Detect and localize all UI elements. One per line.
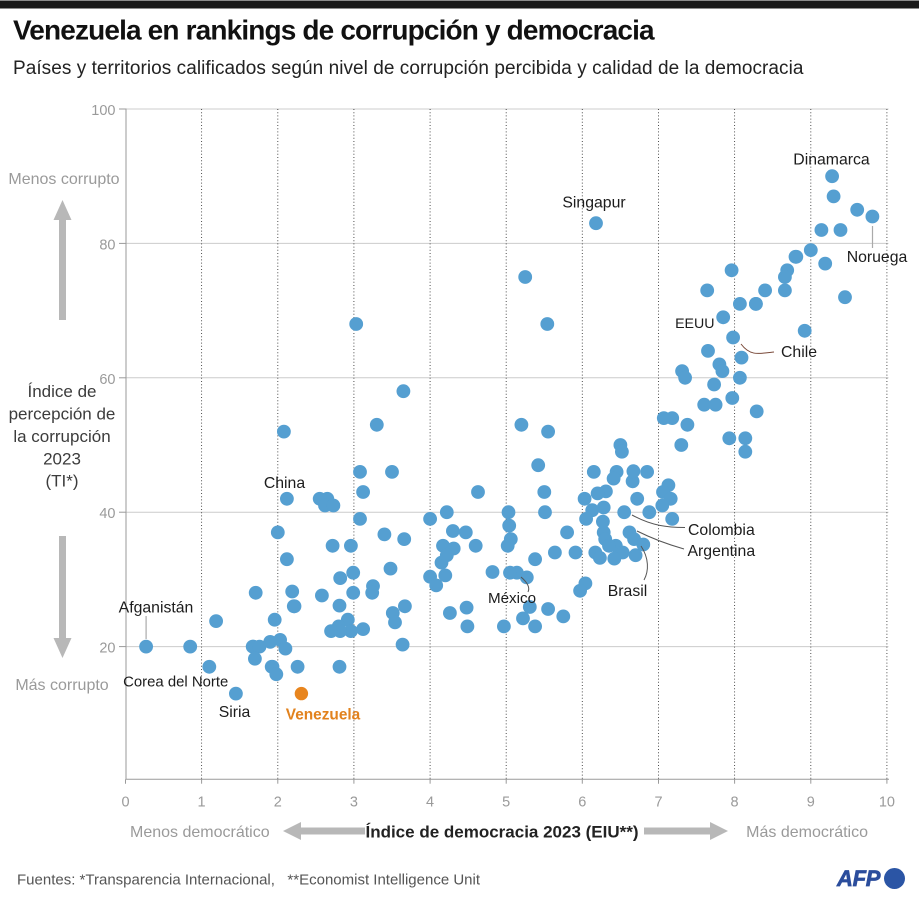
svg-text:20: 20 [99, 641, 115, 657]
svg-text:4: 4 [426, 795, 434, 811]
svg-text:1: 1 [198, 795, 206, 811]
svg-text:Afganistán: Afganistán [119, 600, 194, 617]
svg-text:(TI*): (TI*) [45, 472, 78, 491]
svg-text:Siria: Siria [219, 704, 251, 721]
svg-text:80: 80 [99, 237, 115, 253]
svg-text:2: 2 [274, 795, 282, 811]
svg-text:7: 7 [654, 795, 662, 811]
svg-text:Índice de: Índice de [28, 382, 97, 401]
svg-text:Singapur: Singapur [562, 195, 625, 212]
svg-text:AFP: AFP [836, 866, 881, 891]
svg-text:Menos democrático: Menos democrático [130, 824, 270, 841]
svg-text:México: México [488, 590, 536, 607]
svg-text:Corea del Norte: Corea del Norte [123, 675, 228, 691]
svg-text:Venezuela en rankings de corru: Venezuela en rankings de corrupción y de… [13, 15, 655, 46]
svg-text:6: 6 [578, 795, 586, 811]
svg-text:Chile: Chile [781, 344, 817, 361]
svg-text:Países y territorios calificad: Países y territorios calificados según n… [13, 58, 804, 79]
svg-text:Noruega: Noruega [847, 249, 908, 266]
svg-text:Más corrupto: Más corrupto [15, 677, 108, 694]
svg-text:Índice de democracia 2023 (EIU: Índice de democracia 2023 (EIU**) [365, 823, 638, 842]
svg-text:100: 100 [91, 103, 115, 119]
svg-text:China: China [264, 475, 305, 492]
svg-text:8: 8 [731, 795, 739, 811]
svg-text:Menos corrupto: Menos corrupto [8, 171, 119, 188]
svg-text:Venezuela: Venezuela [286, 707, 361, 724]
svg-text:60: 60 [99, 372, 115, 388]
svg-text:la corrupción: la corrupción [13, 427, 110, 446]
svg-text:10: 10 [879, 795, 895, 811]
svg-text:percepción de: percepción de [9, 405, 116, 424]
svg-text:0: 0 [121, 795, 129, 811]
svg-text:Colombia: Colombia [688, 522, 755, 539]
svg-text:EEUU: EEUU [675, 316, 714, 332]
svg-text:Fuentes: *Transparencia Intern: Fuentes: *Transparencia Internacional, *… [17, 872, 481, 889]
svg-text:40: 40 [99, 506, 115, 522]
svg-text:Argentina: Argentina [688, 543, 756, 560]
svg-text:Dinamarca: Dinamarca [793, 152, 870, 169]
svg-text:3: 3 [350, 795, 358, 811]
svg-text:9: 9 [807, 795, 815, 811]
svg-text:5: 5 [502, 795, 510, 811]
svg-text:Brasil: Brasil [608, 583, 648, 600]
svg-text:Más democrático: Más democrático [746, 824, 868, 841]
svg-text:2023: 2023 [43, 450, 81, 469]
